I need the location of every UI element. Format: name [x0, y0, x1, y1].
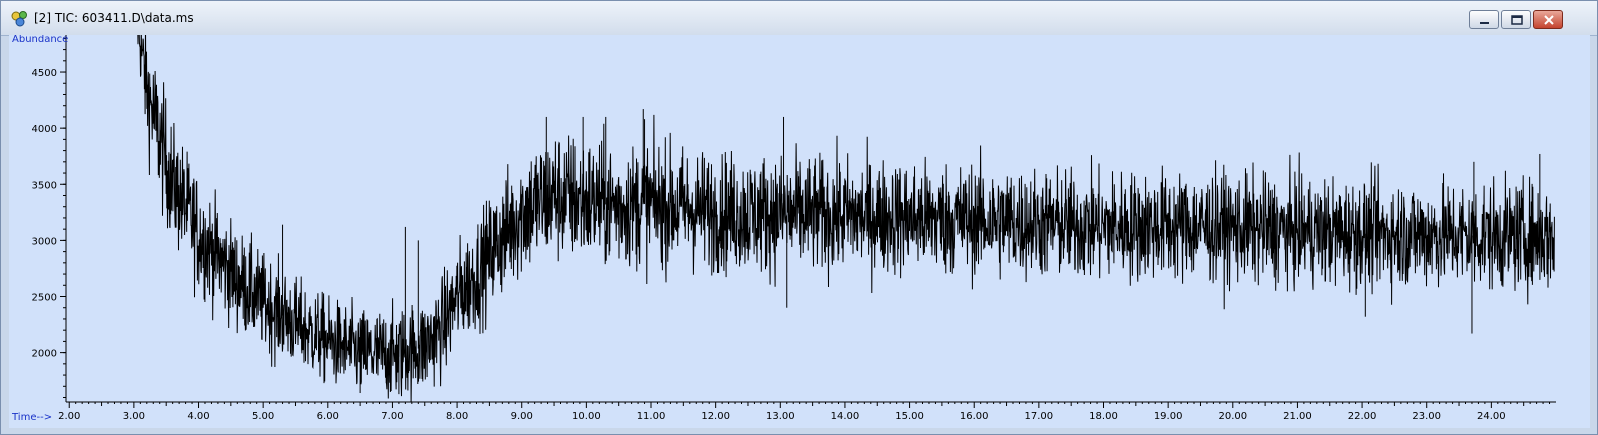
title-bar[interactable]: [2] TIC: 603411.D\data.ms: [1, 1, 1597, 36]
x-tick-label: 7.00: [381, 411, 403, 422]
x-axis: 2.00 3.00 4.00 5.00 6.00 7.00 8.00 9.00 10.00 11.…: [58, 401, 1556, 422]
y-tick-label: 3500: [32, 180, 57, 191]
y-axis-label: Abundance: [12, 35, 68, 45]
x-tick-label: 10.00: [572, 411, 601, 422]
x-tick-label: 12.00: [701, 411, 730, 422]
plot-area[interactable]: 2000 2500 3000 3500 4000 4500 2.00 3.00 4.00 5.0…: [9, 34, 1590, 428]
y-tick-label: 2500: [32, 293, 57, 304]
x-tick-label: 22.00: [1348, 411, 1377, 422]
x-tick-label: 16.00: [960, 411, 989, 422]
window-title: [2] TIC: 603411.D\data.ms: [34, 11, 194, 25]
x-tick-label: 14.00: [831, 411, 860, 422]
close-button[interactable]: [1533, 10, 1563, 29]
x-tick-label: 20.00: [1218, 411, 1247, 422]
maximize-icon: [1511, 15, 1523, 25]
x-tick-label: 24.00: [1477, 411, 1506, 422]
x-tick-label: 3.00: [123, 411, 145, 422]
x-tick-label: 13.00: [766, 411, 795, 422]
tic-chart[interactable]: 2000 2500 3000 3500 4000 4500 2.00 3.00 4.00 5.0…: [9, 34, 1590, 428]
chromatogram-app-icon: [11, 11, 27, 27]
x-tick-label: 8.00: [446, 411, 468, 422]
x-axis-label: Time-->: [11, 412, 52, 423]
close-icon: [1544, 15, 1554, 25]
x-tick-label: 9.00: [511, 411, 533, 422]
x-tick-label: 18.00: [1089, 411, 1118, 422]
tic-trace: [137, 35, 1555, 402]
minimize-button[interactable]: [1469, 10, 1499, 29]
x-tick-label: 15.00: [895, 411, 924, 422]
y-axis: 2000 2500 3000 3500 4000 4500: [32, 35, 67, 402]
y-tick-label: 2000: [32, 349, 57, 360]
x-tick-label: 5.00: [252, 411, 274, 422]
y-tick-label: 4500: [32, 68, 57, 79]
y-tick-label: 3000: [32, 236, 57, 247]
x-tick-label: 2.00: [58, 411, 80, 422]
x-tick-label: 23.00: [1412, 411, 1441, 422]
y-tick-label: 4000: [32, 124, 57, 135]
minimize-icon: [1480, 22, 1489, 24]
maximize-button[interactable]: [1501, 10, 1531, 29]
x-tick-label: 11.00: [637, 411, 666, 422]
x-tick-label: 17.00: [1025, 411, 1054, 422]
x-tick-label: 19.00: [1154, 411, 1183, 422]
x-tick-label: 6.00: [317, 411, 339, 422]
x-tick-label: 4.00: [187, 411, 209, 422]
x-tick-label: 21.00: [1283, 411, 1312, 422]
